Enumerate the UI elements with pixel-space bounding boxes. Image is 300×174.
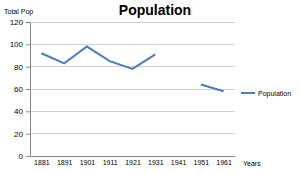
x-tick-label: 1901 [80, 159, 96, 166]
y-axis: 0 20 40 60 80 100 120 [10, 18, 31, 161]
grid-line [30, 44, 235, 45]
legend: Population [241, 90, 291, 98]
y-tick-mark [26, 111, 30, 112]
x-tick: 1941 [171, 156, 187, 166]
y-tick-label: 60 [14, 85, 23, 94]
x-tick: 1921 [125, 156, 141, 166]
x-tick: 1891 [57, 156, 73, 166]
x-tick: 1961 [216, 156, 232, 166]
y-axis-title: Total Pop [4, 8, 33, 16]
y-tick-label: 20 [14, 130, 23, 139]
series-group [41, 47, 223, 92]
grid [30, 22, 235, 156]
y-tick-label: 0 [19, 152, 24, 161]
x-tick: 1951 [194, 156, 210, 166]
grid-line [30, 133, 235, 134]
x-tick-label: 1881 [34, 159, 50, 166]
series-line [41, 47, 223, 92]
x-tick-label: 1961 [216, 159, 232, 166]
y-axis-line [26, 23, 31, 157]
y-tick-mark [26, 22, 30, 23]
title: Population [119, 2, 191, 18]
x-tick: 1911 [103, 156, 118, 166]
y-tick: 60 [14, 85, 30, 94]
grid-line [30, 111, 235, 112]
x-tick-label: 1891 [57, 159, 73, 166]
y-tick-mark [26, 44, 30, 45]
x-axis-title: Years [243, 160, 261, 167]
x-tick-label: 1941 [171, 159, 187, 166]
x-tick-label: 1921 [125, 159, 141, 166]
y-tick: 20 [14, 130, 30, 139]
y-tick: 100 [10, 40, 30, 49]
y-tick: 40 [14, 107, 30, 116]
y-tick-label: 40 [14, 107, 23, 116]
x-tick-label: 1911 [103, 159, 118, 166]
y-tick-label: 80 [14, 63, 23, 72]
y-tick: 120 [10, 18, 30, 27]
grid-line [30, 22, 235, 23]
x-tick: 1931 [148, 156, 164, 166]
y-tick-mark [26, 67, 30, 68]
y-tick: 0 [19, 152, 30, 161]
x-tick-label: 1951 [194, 159, 210, 166]
y-tick-label: 120 [10, 18, 24, 27]
x-axis-line [31, 156, 236, 157]
y-tick-label: 100 [10, 40, 24, 49]
x-tick-label: 1931 [148, 159, 164, 166]
grid-line [30, 156, 235, 157]
y-tick-mark [26, 134, 30, 135]
y-tick: 80 [14, 63, 30, 72]
plot-area: 0204060801001201881189119011911192119311… [10, 18, 236, 166]
grid-line [30, 66, 235, 67]
y-tick-mark [26, 89, 30, 90]
legend-label: Population [258, 90, 291, 98]
x-tick: 1901 [80, 156, 96, 166]
y-tick-mark [26, 156, 30, 157]
legend-swatch [241, 92, 255, 94]
chart: 0204060801001201881189119011911192119311… [0, 0, 300, 174]
x-axis: 1881 1891 1901 1911 1921 1931 1941 1951 1961 [31, 156, 236, 166]
grid-line [30, 89, 235, 90]
x-tick: 1881 [34, 156, 50, 166]
